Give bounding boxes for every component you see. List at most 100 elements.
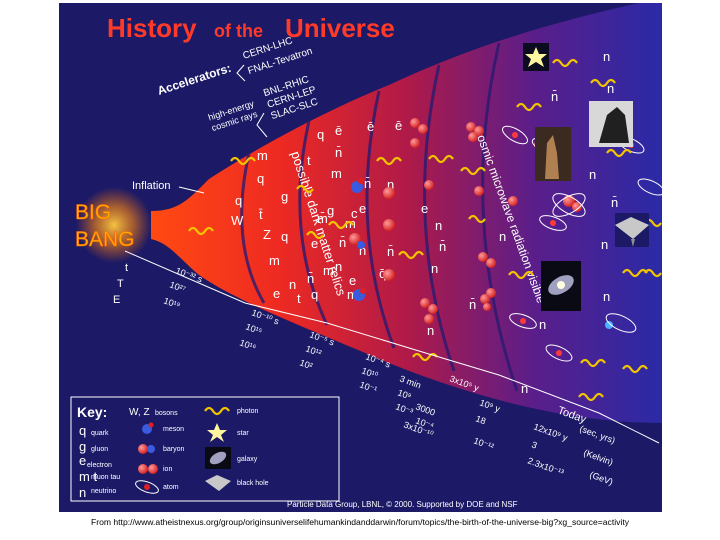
accelerators-label: Accelerators: bbox=[156, 61, 233, 98]
key-label-black-hole: black hole bbox=[237, 480, 269, 487]
key-label-atom: atom bbox=[163, 484, 179, 491]
particle-g: g bbox=[281, 189, 288, 204]
particle-n: n bbox=[427, 323, 434, 338]
particle-nbar: n̄ bbox=[439, 239, 446, 254]
particle-n: n bbox=[499, 229, 506, 244]
inflation-arrow bbox=[178, 186, 205, 194]
key-label-star: star bbox=[237, 430, 249, 437]
source-caption: From http://www.atheistnexus.org/group/o… bbox=[90, 517, 630, 527]
key-left-column: W, Z bosons q quark g gluon e electron m… bbox=[79, 407, 178, 500]
key-label-neutrino: neutrino bbox=[91, 488, 116, 495]
particle-q: q bbox=[281, 229, 288, 244]
particle-n: n bbox=[289, 277, 296, 292]
particle-e: e bbox=[273, 286, 280, 301]
particle-e: e bbox=[349, 273, 356, 288]
key-symbol-n: n bbox=[79, 485, 86, 500]
T-value-2: 10¹⁵ bbox=[244, 321, 263, 336]
particle-nbar: n̄ bbox=[551, 89, 558, 104]
E-value-1: 10¹⁹ bbox=[162, 295, 181, 310]
t-axis-label: t bbox=[125, 262, 128, 274]
particle-nbar: n̄ bbox=[359, 243, 366, 258]
particle-q: q bbox=[311, 287, 318, 302]
history-of-universe-poster: History of the Universe Accelerators: CE… bbox=[59, 3, 662, 512]
expansion-cone bbox=[151, 3, 662, 423]
unit-sec: (sec, yrs) bbox=[578, 423, 616, 445]
key-label-photon: photon bbox=[237, 408, 259, 415]
particle-ebar: ē bbox=[367, 119, 374, 134]
E-value-8: 10⁻¹² bbox=[472, 435, 495, 451]
key-right-column: photon star galaxy black hole bbox=[204, 406, 269, 491]
particle-m: m bbox=[347, 287, 358, 302]
unit-gev: (GeV) bbox=[588, 469, 614, 487]
particle-n: n bbox=[387, 177, 394, 192]
particle-c: c bbox=[351, 206, 358, 221]
T-value-7: 18 bbox=[474, 413, 487, 426]
particle-m: m bbox=[331, 166, 342, 181]
particle-nbar: n̄ bbox=[339, 235, 346, 250]
key-label-bosons: bosons bbox=[155, 410, 178, 417]
particle-nbar: n̄ bbox=[469, 297, 476, 312]
particle-n: n bbox=[589, 167, 596, 182]
particle-m: m bbox=[269, 253, 280, 268]
particle-t: t bbox=[307, 153, 311, 168]
key-title: Key: bbox=[77, 404, 107, 420]
particle-n: n̄ bbox=[387, 244, 394, 259]
inflation-label: Inflation bbox=[132, 180, 171, 192]
key-photon-icon bbox=[204, 406, 230, 416]
title-universe: Universe bbox=[285, 13, 395, 43]
particle-q: q bbox=[235, 193, 242, 208]
key-label-ion: ion bbox=[163, 466, 172, 473]
particle-m: m bbox=[323, 263, 334, 278]
particle-mbar: m̄ bbox=[317, 211, 328, 226]
particle-n: n̄ bbox=[335, 145, 342, 160]
timeline-lines bbox=[124, 250, 660, 444]
key-symbol-q: q bbox=[79, 423, 86, 438]
particle-n: n bbox=[335, 259, 342, 274]
particle-e: e bbox=[359, 201, 366, 216]
particle-n: n bbox=[603, 289, 610, 304]
key-label-muon-tau: muon tau bbox=[91, 474, 120, 481]
E-axis-label: E bbox=[113, 294, 120, 306]
t-value-7: 10⁹ y bbox=[478, 397, 501, 414]
E-value-9: 2.3x10⁻¹³ bbox=[526, 455, 565, 477]
key-label-electron: electron bbox=[87, 462, 112, 469]
key-black-hole-icon bbox=[205, 475, 231, 491]
E-value-4: 10⁻¹ bbox=[358, 379, 378, 394]
key-label-meson: meson bbox=[163, 426, 184, 433]
key-symbol-wz: W, Z bbox=[129, 407, 150, 418]
title-of-the: of the bbox=[214, 21, 263, 41]
T-value-1: 10²⁷ bbox=[168, 279, 187, 294]
particle-tbar: t̄ bbox=[259, 207, 263, 222]
particle-ebar: ē bbox=[395, 118, 402, 133]
T-value-5: 10⁹ bbox=[396, 387, 413, 401]
T-axis-label: T bbox=[117, 278, 124, 290]
t-value-8: 12x10⁹ y bbox=[532, 421, 569, 443]
E-value-5: 10⁻³ bbox=[394, 401, 414, 416]
key-label-galaxy: galaxy bbox=[237, 456, 258, 463]
key-symbol-mt: m t bbox=[79, 469, 97, 484]
key-label-baryon: baryon bbox=[163, 446, 185, 453]
particle-q: q bbox=[317, 127, 324, 142]
key-box: Key: W, Z bosons q quark g gluon e elect… bbox=[70, 396, 340, 502]
key-star-icon bbox=[207, 423, 227, 442]
big-bang-line1: BIG bbox=[75, 201, 111, 224]
particle-nbar: n̄ bbox=[611, 195, 618, 210]
big-bang-line2: BANG bbox=[75, 228, 135, 251]
E-value-3: 10² bbox=[298, 357, 314, 371]
key-symbol-g: g bbox=[79, 439, 86, 454]
particle-q: m bbox=[257, 148, 268, 163]
T-value-4: 10¹⁰ bbox=[360, 365, 379, 380]
big-bang-glow bbox=[76, 187, 152, 263]
E-value-2: 10¹⁶ bbox=[238, 337, 257, 352]
particle-n: n bbox=[521, 381, 528, 396]
baryon-balls bbox=[349, 118, 613, 329]
particle-q: q bbox=[257, 171, 264, 186]
star-icon bbox=[525, 47, 547, 67]
particle-n: n bbox=[603, 49, 610, 64]
particle-n: n bbox=[431, 261, 438, 276]
accelerator-brackets bbox=[236, 64, 268, 138]
key-label-gluon: gluon bbox=[91, 446, 108, 453]
key-label-quark: quark bbox=[91, 430, 109, 437]
T-value-3: 10¹² bbox=[304, 343, 322, 358]
unit-kelvin: (Kelvin) bbox=[582, 447, 614, 467]
